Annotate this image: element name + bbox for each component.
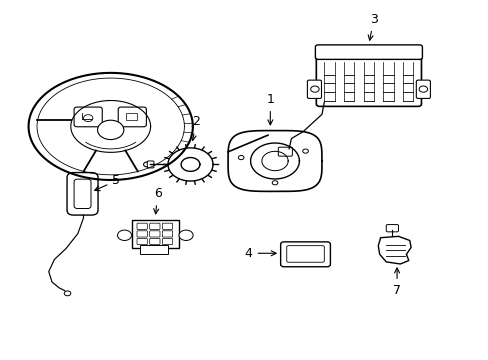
FancyBboxPatch shape: [74, 179, 91, 208]
FancyBboxPatch shape: [131, 220, 179, 248]
Circle shape: [83, 115, 93, 122]
FancyBboxPatch shape: [140, 245, 168, 254]
FancyBboxPatch shape: [278, 147, 292, 156]
FancyBboxPatch shape: [315, 45, 422, 59]
FancyBboxPatch shape: [149, 238, 160, 245]
FancyBboxPatch shape: [67, 172, 98, 215]
Circle shape: [98, 120, 123, 140]
FancyBboxPatch shape: [286, 246, 324, 262]
Circle shape: [117, 230, 131, 240]
FancyBboxPatch shape: [280, 242, 330, 267]
Polygon shape: [223, 127, 265, 152]
Bar: [125, 113, 137, 120]
Text: 5: 5: [95, 174, 120, 191]
FancyBboxPatch shape: [386, 225, 398, 232]
FancyBboxPatch shape: [118, 107, 146, 127]
Circle shape: [238, 156, 244, 159]
Circle shape: [302, 149, 308, 153]
Text: 3: 3: [367, 13, 377, 40]
FancyBboxPatch shape: [149, 223, 160, 229]
Circle shape: [179, 230, 193, 240]
FancyBboxPatch shape: [316, 53, 421, 107]
FancyBboxPatch shape: [162, 231, 172, 237]
Text: 1: 1: [266, 93, 274, 125]
Text: 6: 6: [153, 187, 161, 214]
Polygon shape: [378, 236, 410, 264]
FancyBboxPatch shape: [137, 223, 147, 229]
Text: 2: 2: [191, 116, 200, 140]
FancyBboxPatch shape: [74, 107, 102, 127]
FancyBboxPatch shape: [137, 231, 147, 237]
FancyBboxPatch shape: [162, 223, 172, 229]
FancyBboxPatch shape: [149, 231, 160, 237]
FancyBboxPatch shape: [162, 238, 172, 245]
Circle shape: [272, 181, 277, 185]
Text: 7: 7: [392, 268, 400, 297]
Circle shape: [64, 291, 71, 296]
Circle shape: [418, 86, 427, 92]
FancyBboxPatch shape: [147, 161, 154, 168]
FancyBboxPatch shape: [307, 80, 321, 98]
FancyBboxPatch shape: [137, 238, 147, 245]
Circle shape: [143, 162, 150, 167]
Text: 4: 4: [244, 247, 276, 260]
FancyBboxPatch shape: [415, 80, 429, 98]
Circle shape: [310, 86, 319, 92]
